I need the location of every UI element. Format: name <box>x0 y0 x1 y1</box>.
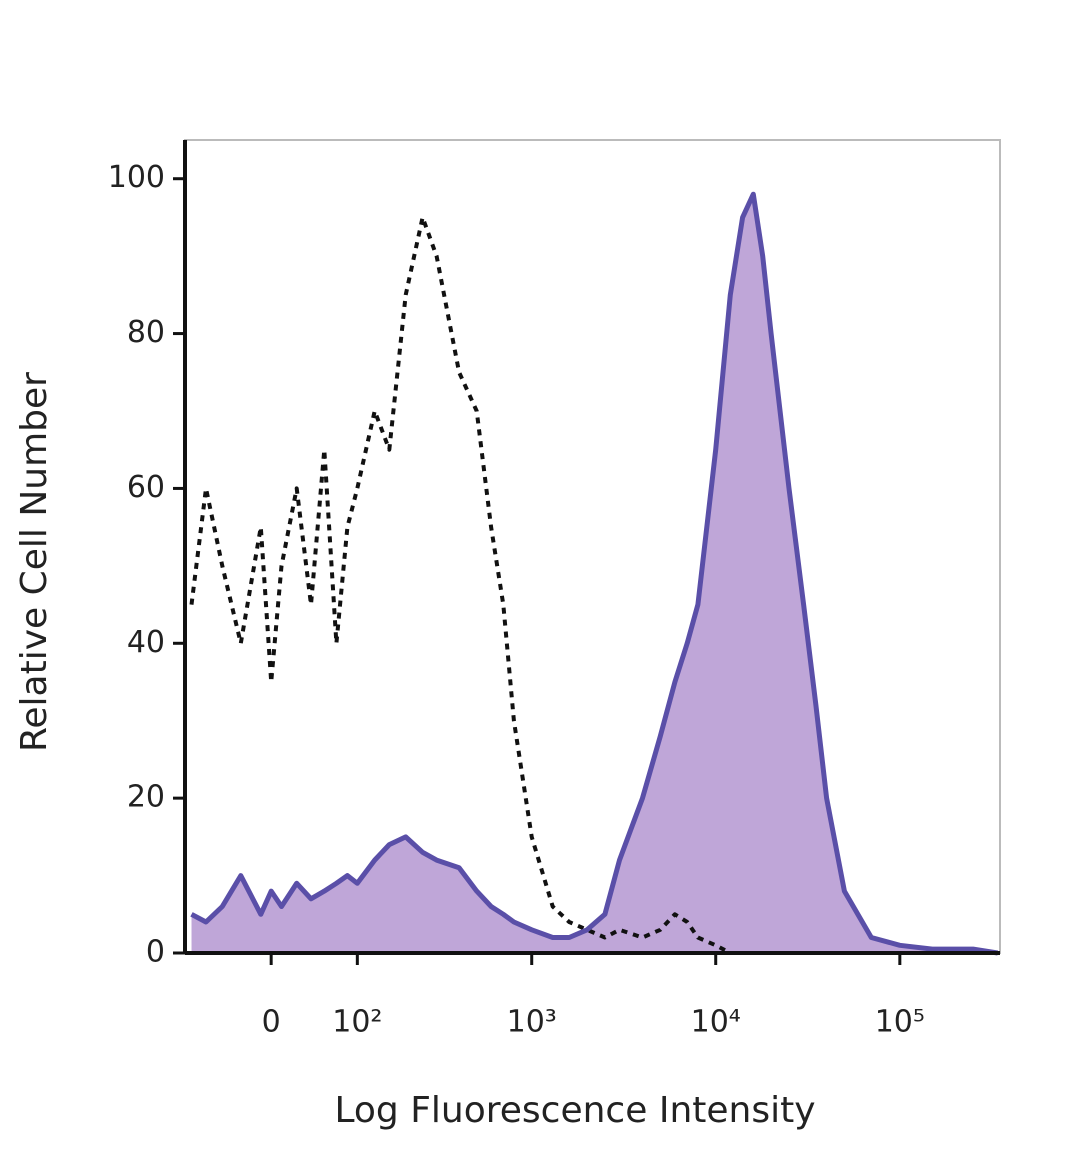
y-tick-label: 20 <box>127 780 165 815</box>
x-tick-label: 10² <box>332 1005 382 1040</box>
x-tick-label: 10⁵ <box>875 1005 925 1040</box>
plot-frame <box>184 139 1001 954</box>
histogram-line <box>190 191 999 956</box>
y-tick-label: 60 <box>127 470 165 505</box>
y-tick-label: 0 <box>146 935 165 970</box>
histogram-line <box>189 215 998 955</box>
x-tick-label: 10⁴ <box>691 1005 741 1040</box>
y-axis-title: Relative Cell Number <box>14 372 55 752</box>
area-fill <box>191 194 998 953</box>
x-tick-label: 10³ <box>507 1005 557 1040</box>
y-tick-label: 40 <box>127 625 165 660</box>
y-tick-label: 100 <box>108 160 165 195</box>
y-tick-label: 80 <box>127 315 165 350</box>
x-tick-label: 0 <box>262 1005 281 1040</box>
x-axis-title: Log Fluorescence Intensity <box>334 1090 815 1131</box>
